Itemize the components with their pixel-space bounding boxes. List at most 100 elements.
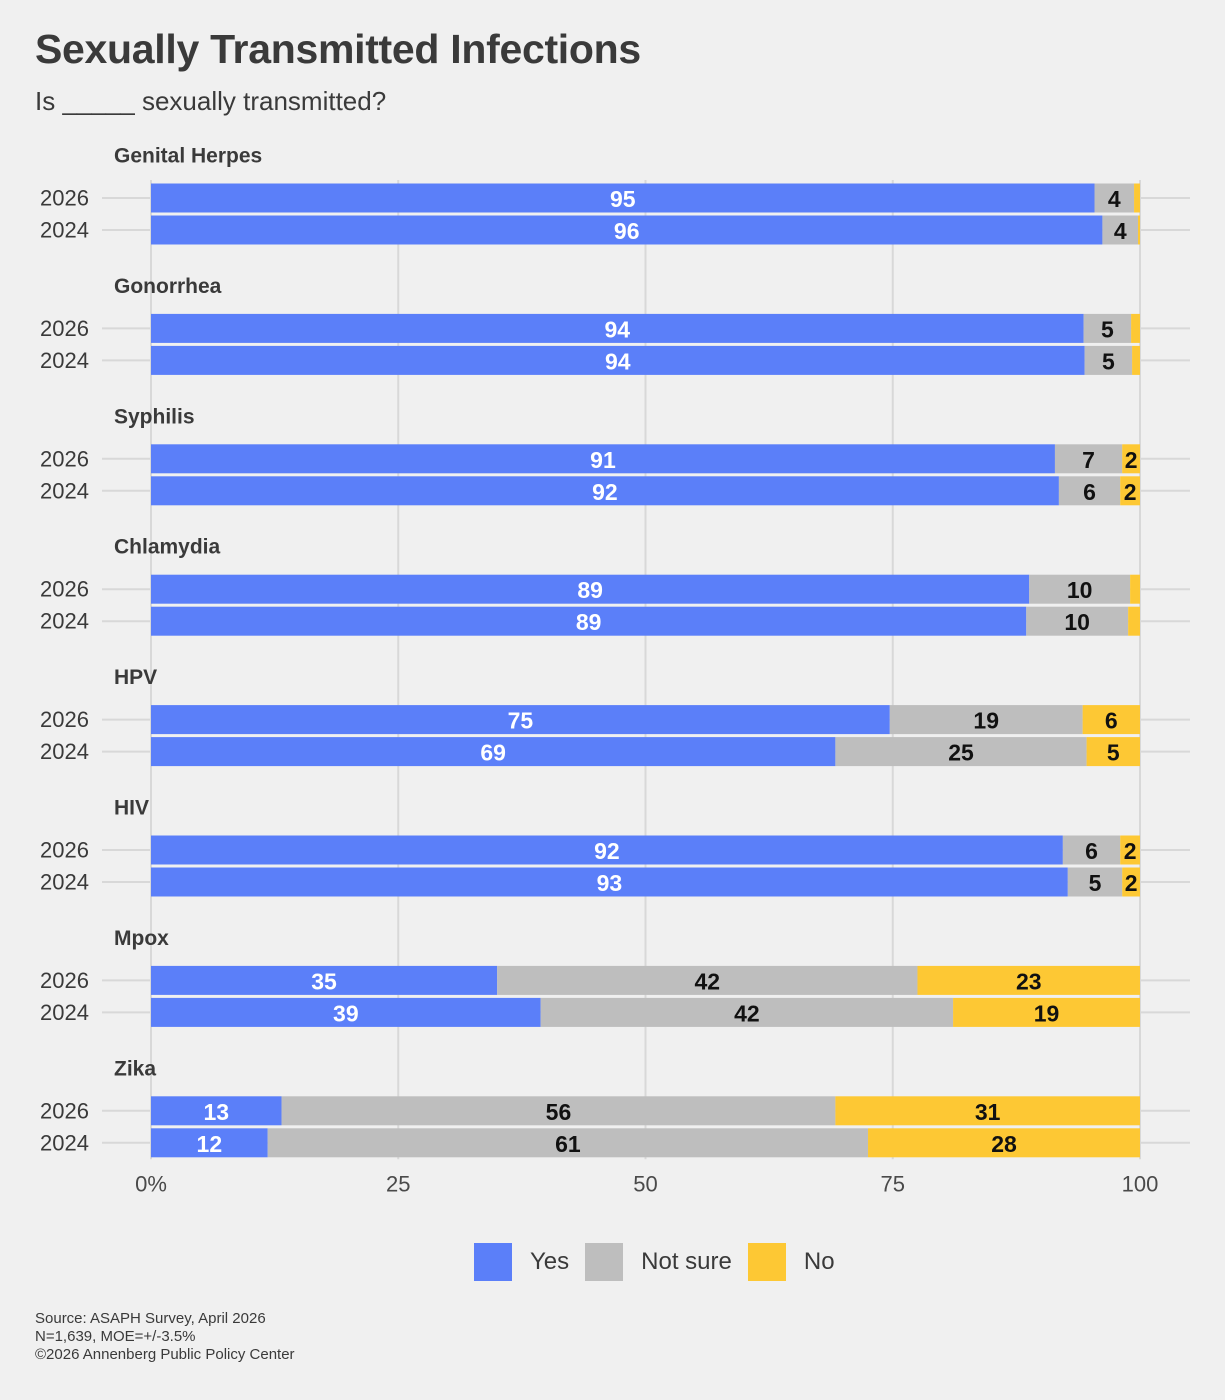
bar-segment-not-sure (1029, 574, 1131, 604)
year-label: 2026 (40, 577, 89, 602)
data-label-not-sure: 5 (1101, 316, 1114, 342)
bar-segment-not-sure (1054, 444, 1123, 474)
data-label-yes: 94 (605, 348, 631, 374)
bar-segment-not-sure (835, 737, 1087, 767)
bar-segment-yes (151, 705, 890, 735)
bar-segment-not-sure (1058, 476, 1121, 506)
bar-segment-no (1120, 835, 1140, 865)
bar-segment-no (868, 1128, 1140, 1158)
data-label-yes: 12 (197, 1131, 223, 1157)
data-label-yes: 92 (594, 838, 620, 864)
data-label-no: 31 (975, 1099, 1001, 1125)
x-tick-label: 25 (386, 1172, 410, 1197)
group-label: Chlamydia (114, 536, 221, 559)
group-label: Mpox (114, 927, 169, 950)
year-label: 2024 (40, 478, 89, 503)
year-label: 2026 (40, 316, 89, 341)
legend-swatch-not-sure (585, 1243, 624, 1281)
data-label-no: 6 (1105, 708, 1118, 734)
year-label: 2026 (40, 968, 89, 993)
bar-segment-yes (151, 997, 541, 1027)
data-label-yes: 94 (605, 316, 631, 342)
data-label-yes: 93 (597, 870, 623, 896)
year-label: 2026 (40, 838, 89, 863)
bar-segment-no (1128, 606, 1140, 636)
bar-segment-yes (151, 476, 1059, 506)
data-label-no: 5 (1107, 740, 1120, 766)
data-label-not-sure: 6 (1085, 838, 1098, 864)
legend-label-no: No (803, 1248, 835, 1275)
data-label-not-sure: 25 (948, 740, 974, 766)
data-label-not-sure: 4 (1114, 218, 1127, 244)
x-tick-label: 0% (135, 1172, 167, 1197)
bar-segment-not-sure (1067, 867, 1123, 897)
data-label-yes: 91 (590, 447, 616, 473)
x-tick-label: 100 (1122, 1172, 1159, 1197)
data-label-not-sure: 10 (1067, 577, 1093, 603)
data-label-yes: 89 (577, 577, 603, 603)
data-label-not-sure: 6 (1083, 479, 1096, 505)
data-label-yes: 35 (311, 968, 337, 994)
bar-segment-no (917, 965, 1140, 995)
bar-segment-no (1082, 705, 1140, 735)
group-label: Genital Herpes (114, 145, 262, 168)
data-label-yes: 95 (610, 186, 636, 212)
bar-segment-no (1130, 574, 1140, 604)
bar-segment-no (1134, 183, 1140, 213)
data-label-yes: 92 (592, 479, 618, 505)
footer-sample: N=1,639, MOE=+/-3.5% (35, 1328, 196, 1345)
data-label-not-sure: 19 (973, 708, 999, 734)
stacked-bar-chart: Genital Herpes 2026 95 4 2024 96 4 Gonorrhea 202… (40, 145, 1190, 1197)
legend-swatch-yes (474, 1243, 512, 1281)
bar-segment-yes (151, 444, 1055, 474)
bar-segment-yes (151, 345, 1085, 375)
bar-segment-no (1132, 345, 1140, 375)
bar-segment-not-sure (1102, 215, 1139, 245)
bar-segment-yes (151, 183, 1095, 213)
data-label-not-sure: 61 (555, 1131, 581, 1157)
data-label-no: 2 (1125, 870, 1138, 896)
year-label: 2024 (40, 1000, 89, 1025)
bar-segment-not-sure (281, 1096, 836, 1126)
bar-segment-yes (151, 606, 1027, 636)
data-label-not-sure: 5 (1089, 870, 1102, 896)
bar-segment-not-sure (1062, 835, 1121, 865)
chart-legend: Yes Not sure No (474, 1243, 851, 1281)
year-label: 2026 (40, 186, 89, 211)
bar-segment-no (1086, 737, 1140, 767)
x-tick-label: 75 (881, 1172, 905, 1197)
bar-segment-not-sure (540, 997, 954, 1027)
data-label-no: 2 (1124, 838, 1137, 864)
data-label-no: 28 (991, 1131, 1017, 1157)
data-label-not-sure: 5 (1102, 348, 1115, 374)
data-label-not-sure: 42 (695, 968, 721, 994)
bar-segment-yes (151, 574, 1030, 604)
bar-segment-yes (151, 867, 1068, 897)
data-label-yes: 89 (576, 609, 602, 635)
bar-segment-no (835, 1096, 1140, 1126)
year-label: 2026 (40, 707, 89, 732)
chart-title: Sexually Transmitted Infections (35, 26, 641, 72)
data-label-yes: 75 (508, 708, 534, 734)
group-label: Gonorrhea (114, 275, 222, 298)
data-label-not-sure: 7 (1082, 447, 1095, 473)
bar-segment-no (1122, 867, 1140, 897)
legend-swatch-no (747, 1243, 786, 1281)
legend-item-yes: Yes (474, 1243, 569, 1281)
legend-item-no: No (747, 1243, 835, 1281)
year-label: 2024 (40, 218, 89, 243)
bar-segment-no (1122, 444, 1140, 474)
bar-segment-not-sure (1026, 606, 1129, 636)
chart-subtitle: Is _____ sexually transmitted? (35, 86, 387, 116)
year-label: 2024 (40, 609, 89, 634)
year-label: 2024 (40, 870, 89, 895)
year-label: 2024 (40, 739, 89, 764)
data-label-not-sure: 10 (1064, 609, 1090, 635)
data-label-no: 2 (1125, 447, 1138, 473)
bar-segment-yes (151, 737, 836, 767)
data-label-no: 19 (1034, 1000, 1060, 1026)
data-label-no: 2 (1124, 479, 1137, 505)
data-label-not-sure: 56 (546, 1099, 572, 1125)
data-label-not-sure: 42 (734, 1000, 760, 1026)
bar-segment-yes (151, 1096, 282, 1126)
